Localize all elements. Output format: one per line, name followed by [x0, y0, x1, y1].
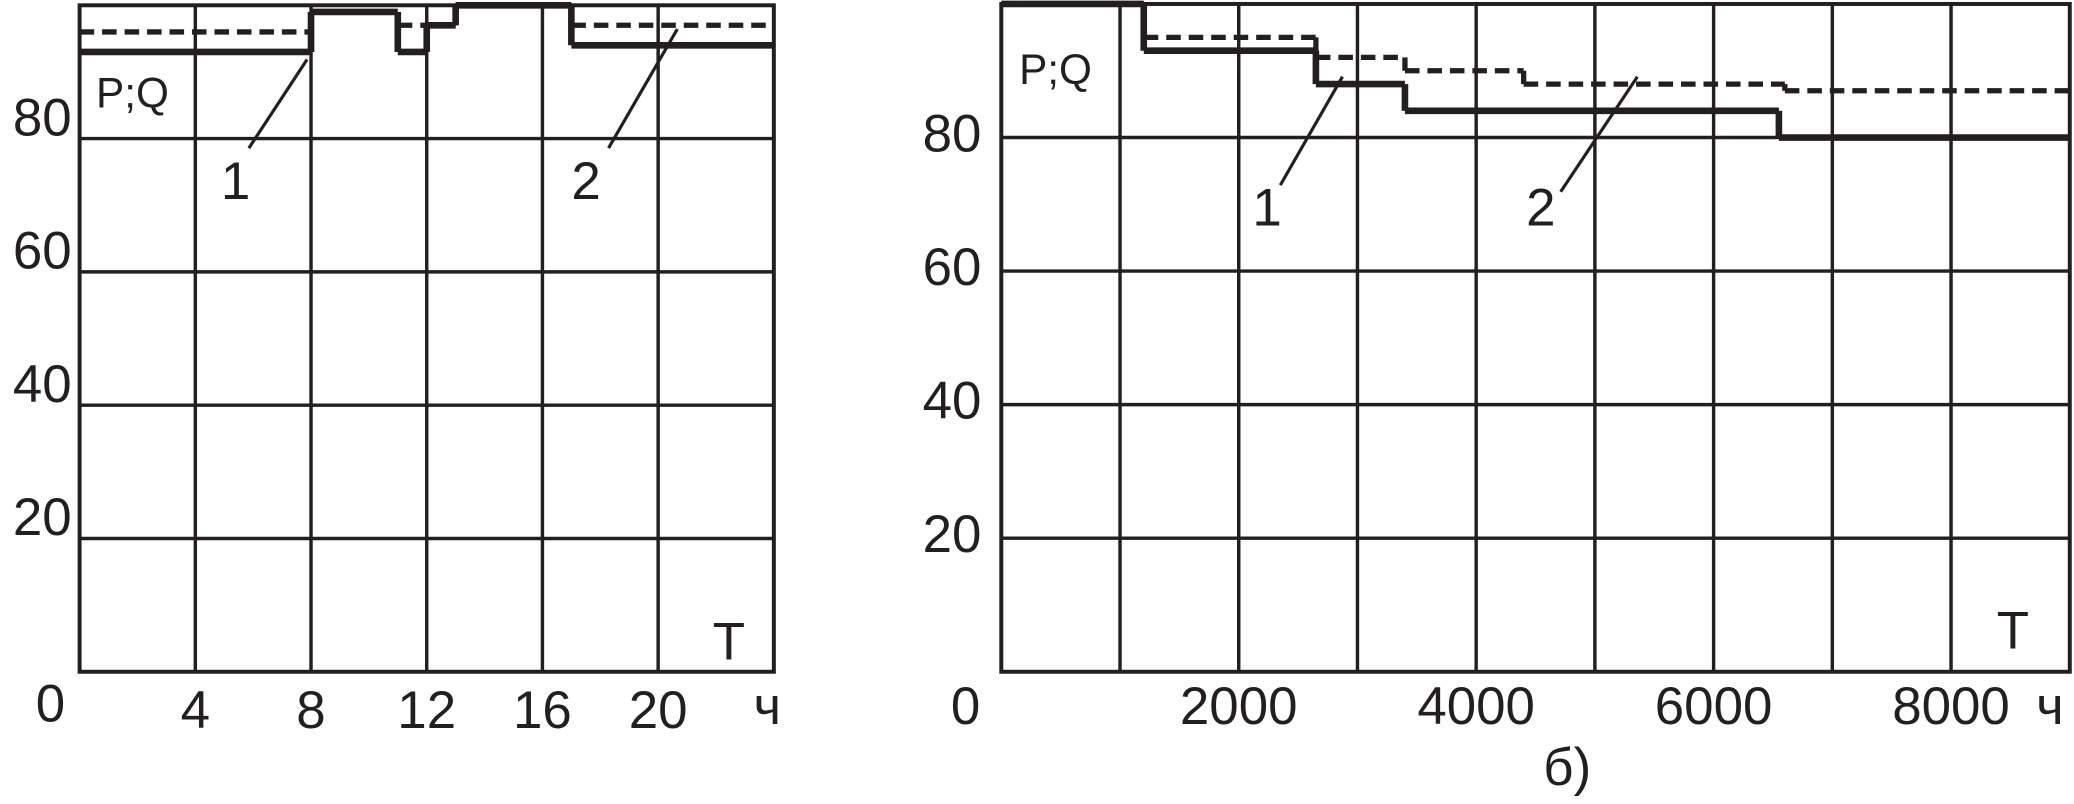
leader-line [607, 28, 679, 149]
annotation: P;Q [1019, 46, 1092, 93]
x-tick-label: 12 [397, 681, 456, 740]
x-axis-label: T [713, 612, 745, 671]
series-label: 2 [1526, 179, 1555, 238]
y-tick-label: 60 [13, 222, 72, 281]
x-tick-label: 6000 [1655, 677, 1773, 736]
x-tick-label: 8000 [1892, 677, 2010, 736]
y-tick-label: 40 [923, 372, 982, 431]
caption: б) [1543, 738, 1591, 797]
x-unit: ч [753, 677, 781, 736]
plot-frame [77, 3, 776, 674]
series-label: 1 [1252, 179, 1281, 238]
y-tick-label: 40 [13, 355, 72, 414]
x-tick-label: 4 [181, 681, 210, 740]
leader-line [247, 58, 309, 149]
y-tick-label: 60 [923, 238, 982, 297]
y-tick-label: 20 [923, 505, 982, 564]
x-tick-label: 2000 [1180, 677, 1298, 736]
y-tick-label: 80 [13, 88, 72, 147]
origin-label: 0 [36, 674, 65, 733]
x-tick-label: 16 [513, 681, 572, 740]
y-tick-label: 20 [13, 488, 72, 547]
series-label: 1 [221, 152, 250, 211]
x-unit: ч [2036, 677, 2064, 736]
x-tick-label: 20 [629, 681, 688, 740]
plot-frame [999, 1, 2072, 674]
y-tick-label: 80 [923, 104, 982, 163]
leader-line [1559, 75, 1639, 193]
leader-line [1278, 75, 1344, 186]
series-label: 2 [571, 152, 600, 211]
annotation: P;Q [96, 70, 169, 117]
origin-label: 0 [951, 677, 980, 736]
x-tick-label: 4000 [1417, 677, 1535, 736]
x-axis-label: T [1997, 602, 2029, 661]
x-tick-label: 8 [296, 681, 325, 740]
